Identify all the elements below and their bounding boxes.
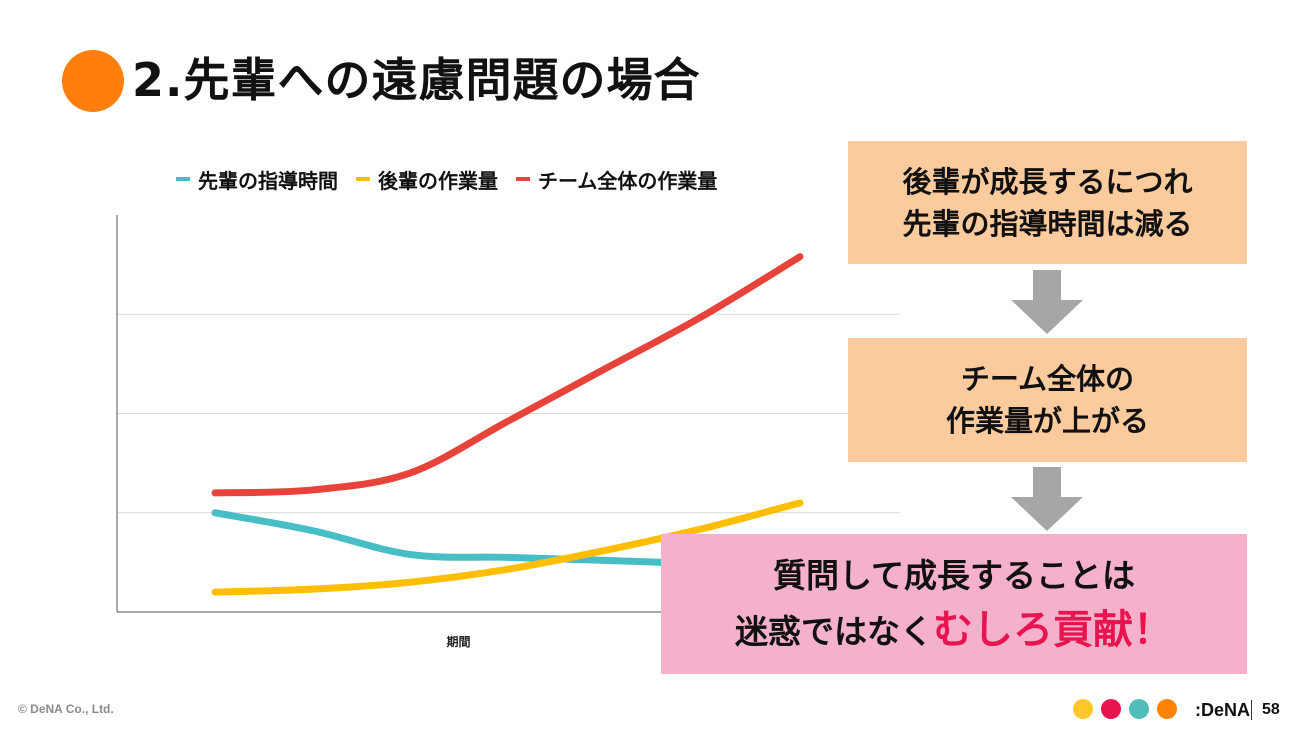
- brand-dot-icon: [1073, 699, 1093, 719]
- brand-dot-icon: [1101, 699, 1121, 719]
- callout-growth-line1: 後輩が成長するにつれ: [902, 164, 1193, 199]
- callout-team-output: チーム全体の 作業量が上がる: [848, 338, 1247, 462]
- legend-item-series-0: 先輩の指導時間: [176, 165, 338, 194]
- title-dot-icon: [62, 50, 124, 112]
- legend-item-series-1: 後輩の作業量: [356, 165, 498, 194]
- callout-team-output-line2: 作業量が上がる: [945, 404, 1149, 438]
- arrow-down-icon: [1011, 467, 1083, 531]
- x-axis-label: 期間: [446, 634, 470, 649]
- callout-conclusion-prefix: 迷惑ではなく: [735, 612, 933, 651]
- callout-growth-line2: 先輩の指導時間は減る: [902, 206, 1193, 241]
- callout-conclusion: 質問して成長することは 迷惑ではなくむしろ貢献！: [661, 534, 1247, 674]
- legend-label-1: 後輩の作業量: [378, 168, 498, 193]
- copyright: © DeNA Co., Ltd.: [18, 702, 114, 716]
- brand-dots: [1073, 699, 1177, 719]
- legend-label-2: チーム全体の作業量: [538, 168, 718, 193]
- callout-conclusion-line2: 迷惑ではなくむしろ貢献！: [735, 603, 1173, 659]
- legend-label-0: 先輩の指導時間: [198, 168, 338, 193]
- slide-title: 2.先輩への遠慮問題の場合: [132, 53, 701, 107]
- footer-divider: [1251, 700, 1252, 720]
- legend-item-series-2: チーム全体の作業量: [516, 165, 717, 194]
- brand-dot-icon: [1157, 699, 1177, 719]
- callout-growth: 後輩が成長するにつれ 先輩の指導時間は減る: [848, 141, 1247, 264]
- page-number: 58: [1262, 701, 1280, 718]
- series-line-2: [211, 253, 804, 497]
- legend-swatch-0: [176, 177, 190, 181]
- series-line-1: [211, 499, 804, 596]
- brand-logo: :DeNA: [1195, 700, 1251, 720]
- chart-legend: 先輩の指導時間 後輩の作業量 チーム全体の作業量: [176, 164, 717, 194]
- callout-team-output-line1: チーム全体の: [960, 362, 1135, 396]
- arrow-down-icon: [1011, 270, 1083, 334]
- callout-conclusion-line1: 質問して成長することは: [772, 556, 1135, 595]
- legend-swatch-1: [356, 177, 370, 181]
- brand-dot-icon: [1129, 699, 1149, 719]
- legend-swatch-2: [516, 177, 530, 181]
- callout-conclusion-emphasis: むしろ貢献！: [933, 607, 1173, 653]
